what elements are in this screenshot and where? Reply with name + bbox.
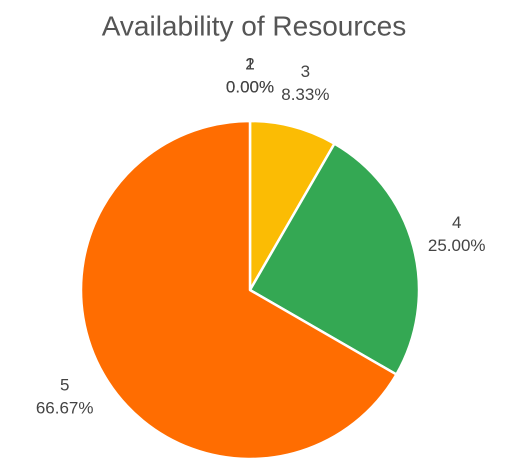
slice-value-label: 25.00%: [428, 236, 486, 255]
slice-value-label: 66.67%: [36, 399, 94, 418]
slice-value-label: 8.33%: [281, 85, 329, 104]
slice-label: 4: [452, 213, 461, 232]
slice-label: 2: [245, 54, 254, 73]
labels: 10.00%20.00%38.33%425.00%566.67%: [36, 54, 486, 417]
chart-title: Availability of Resources: [102, 10, 407, 41]
pie-slice: [248, 119, 336, 292]
slice-label: 1: [245, 54, 254, 73]
pie-slice: [79, 119, 398, 461]
pie: [79, 119, 421, 461]
slice-label: 3: [301, 62, 310, 81]
pie-slice: [248, 142, 421, 376]
slice-value-label: 0.00%: [226, 77, 274, 96]
slice-label: 5: [60, 376, 69, 395]
slice-value-label: 0.00%: [226, 77, 274, 96]
